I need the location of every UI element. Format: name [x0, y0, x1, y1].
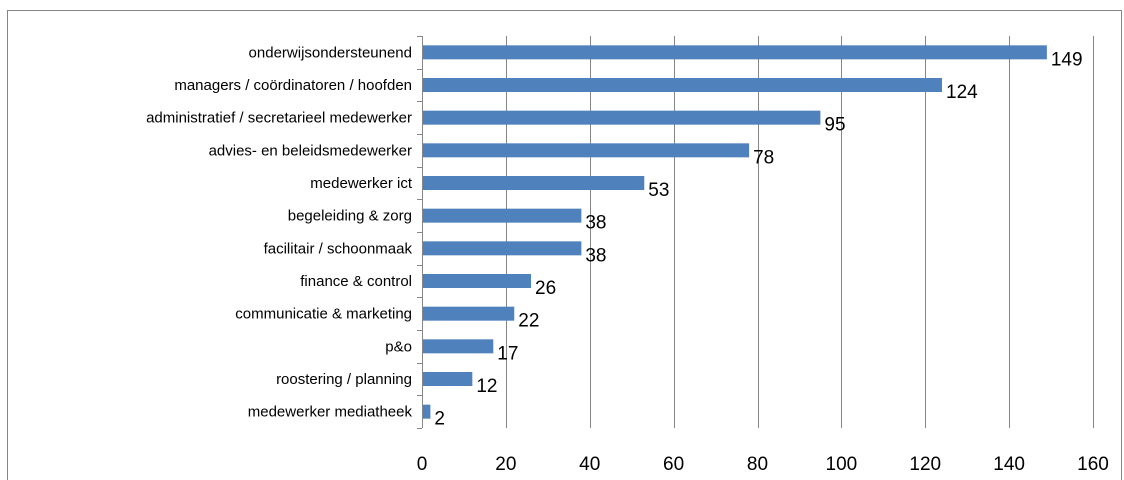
x-tick-label: 60	[663, 454, 684, 475]
category-label: roostering / planning	[276, 371, 412, 388]
bar	[423, 208, 582, 223]
bar	[423, 78, 943, 92]
category-label: administratief / secretarieel medewerker	[146, 110, 412, 127]
bar	[423, 274, 532, 288]
data-label: 2	[434, 409, 445, 430]
x-tick-label: 100	[826, 454, 858, 475]
data-label: 124	[946, 82, 978, 103]
category-label: medewerker ict	[310, 175, 413, 192]
x-tick-label: 40	[579, 454, 600, 475]
bar	[423, 143, 750, 158]
bars	[423, 45, 1047, 419]
chart-frame	[7, 10, 1122, 480]
data-label: 38	[585, 245, 606, 266]
x-axis-tick-labels: 0 20 40 60 80 100 120 140 160	[417, 454, 1109, 475]
bar	[423, 339, 494, 354]
x-tick-label: 140	[993, 454, 1025, 475]
category-label: facilitair / schoonmaak	[264, 240, 413, 257]
category-label: medewerker mediatheek	[248, 404, 413, 421]
category-label: communicatie & marketing	[235, 306, 412, 323]
category-label: managers / coördinatoren / hoofden	[174, 77, 412, 94]
data-label: 12	[476, 376, 497, 397]
x-tick-label: 80	[747, 454, 768, 475]
bar	[423, 45, 1047, 60]
category-labels: onderwijsondersteunend managers / coördin…	[146, 44, 413, 420]
category-label: begeleiding & zorg	[288, 208, 412, 225]
x-tick-label: 20	[495, 454, 516, 475]
x-tick-label: 120	[909, 454, 941, 475]
data-label: 38	[585, 213, 606, 234]
bar	[423, 176, 645, 190]
data-label: 149	[1051, 49, 1083, 70]
x-tick-label: 160	[1077, 454, 1109, 475]
bar	[423, 241, 582, 256]
category-label: p&o	[385, 338, 412, 355]
data-label: 53	[648, 180, 669, 201]
bar	[423, 110, 821, 125]
category-label: advies- en beleidsmedewerker	[209, 142, 412, 159]
bar	[423, 372, 473, 386]
category-label: onderwijsondersteunend	[249, 44, 412, 61]
bar	[423, 306, 515, 321]
data-label: 17	[497, 343, 518, 364]
data-label: 26	[535, 278, 556, 299]
x-tick-label: 0	[417, 454, 428, 475]
data-label: 22	[518, 311, 539, 332]
category-label: finance & control	[300, 273, 412, 290]
data-label: 78	[753, 147, 774, 168]
bar	[423, 404, 431, 419]
gridlines	[417, 36, 1094, 429]
data-label: 95	[824, 115, 845, 136]
